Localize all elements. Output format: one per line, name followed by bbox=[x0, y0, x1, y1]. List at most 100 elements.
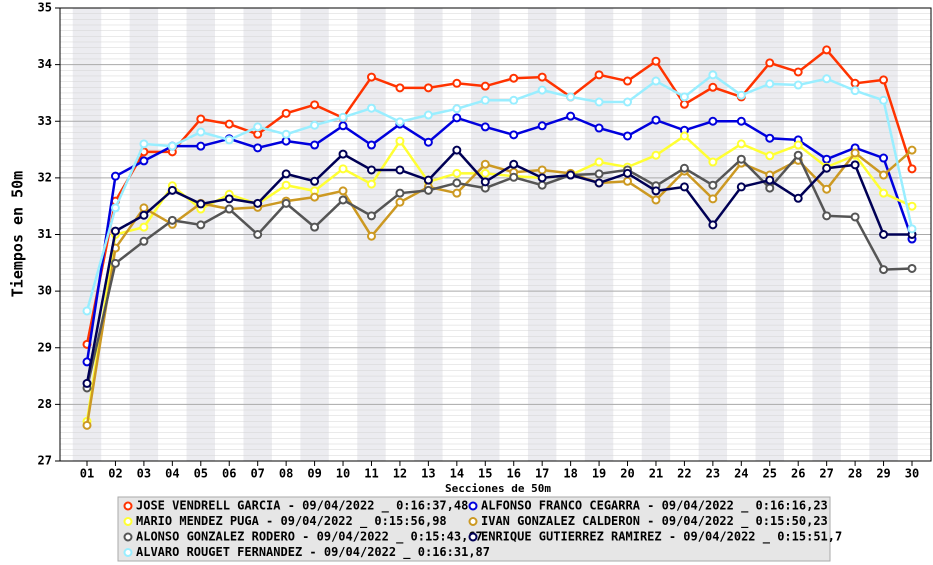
point bbox=[310, 100, 320, 110]
y-tick-label: 27 bbox=[38, 454, 52, 468]
point bbox=[253, 143, 263, 153]
point bbox=[281, 108, 291, 118]
x-tick-label: 29 bbox=[876, 467, 890, 481]
point bbox=[623, 168, 633, 178]
point bbox=[281, 169, 291, 179]
x-axis-label: Secciones de 50m bbox=[445, 482, 551, 495]
x-tick-label: 02 bbox=[108, 467, 122, 481]
point bbox=[736, 154, 746, 164]
point bbox=[366, 72, 376, 82]
point bbox=[907, 164, 917, 174]
point bbox=[253, 230, 263, 239]
point bbox=[679, 92, 689, 102]
point bbox=[879, 95, 889, 105]
point bbox=[253, 122, 263, 132]
series-line bbox=[85, 134, 913, 422]
x-tick-label: 12 bbox=[393, 467, 407, 481]
point bbox=[423, 110, 433, 120]
point bbox=[907, 201, 917, 211]
point bbox=[196, 114, 206, 124]
point bbox=[623, 131, 633, 141]
point bbox=[509, 95, 519, 105]
point bbox=[310, 222, 320, 232]
point bbox=[480, 159, 490, 169]
series-line bbox=[85, 48, 914, 345]
point bbox=[879, 265, 889, 275]
point bbox=[395, 83, 405, 93]
point bbox=[822, 45, 832, 55]
legend-marker bbox=[468, 517, 478, 526]
point bbox=[366, 179, 376, 189]
point bbox=[793, 193, 803, 203]
point bbox=[679, 163, 689, 173]
legend-marker bbox=[468, 532, 478, 542]
y-tick-label: 35 bbox=[38, 1, 52, 15]
x-tick-label: 15 bbox=[478, 467, 492, 481]
x-tick-label: 11 bbox=[364, 467, 378, 481]
point bbox=[765, 79, 775, 89]
point bbox=[310, 192, 320, 202]
point bbox=[879, 188, 889, 198]
point bbox=[395, 165, 405, 175]
point bbox=[338, 186, 348, 196]
point bbox=[879, 75, 889, 85]
legend-marker bbox=[123, 548, 133, 557]
y-tick-label: 30 bbox=[38, 284, 52, 298]
point bbox=[395, 136, 405, 146]
point bbox=[623, 97, 633, 107]
point bbox=[196, 127, 206, 137]
x-tick-label: 03 bbox=[137, 467, 151, 481]
point bbox=[452, 104, 462, 114]
legend-label: ENRIQUE GUTIERREZ RAMIREZ - 09/04/2022 _… bbox=[481, 530, 842, 545]
point bbox=[480, 95, 490, 105]
x-tick-label: 25 bbox=[763, 467, 777, 481]
point bbox=[167, 141, 177, 151]
y-tick-label: 29 bbox=[38, 340, 52, 354]
point bbox=[879, 230, 889, 239]
point bbox=[366, 103, 376, 113]
point bbox=[651, 195, 661, 205]
point bbox=[708, 82, 718, 92]
point bbox=[423, 185, 433, 195]
legend-label: MARIO MENDEZ PUGA - 09/04/2022 _ 0:15:56… bbox=[136, 514, 447, 529]
point bbox=[82, 306, 92, 316]
point bbox=[566, 111, 576, 121]
point bbox=[139, 210, 149, 220]
point bbox=[253, 129, 263, 139]
point bbox=[537, 173, 547, 183]
point bbox=[793, 150, 803, 160]
point bbox=[82, 420, 92, 430]
x-tick-label: 10 bbox=[336, 467, 350, 481]
point bbox=[708, 116, 718, 126]
series-line bbox=[85, 73, 914, 312]
point bbox=[793, 67, 803, 77]
point bbox=[679, 182, 689, 192]
x-tick-label: 30 bbox=[905, 467, 919, 481]
point bbox=[366, 231, 376, 241]
point bbox=[708, 220, 718, 230]
legend-label: ALVARO ROUGET FERNANDEZ - 09/04/2022 _ 0… bbox=[136, 545, 490, 560]
point bbox=[110, 203, 120, 213]
point bbox=[850, 78, 860, 88]
point bbox=[423, 175, 433, 185]
point bbox=[736, 182, 746, 192]
y-tick-label: 28 bbox=[38, 397, 52, 411]
point bbox=[879, 153, 889, 163]
x-tick-label: 05 bbox=[194, 467, 208, 481]
point bbox=[708, 70, 718, 80]
series-line bbox=[85, 148, 912, 384]
point bbox=[452, 113, 462, 123]
point bbox=[82, 378, 92, 388]
point bbox=[736, 116, 746, 126]
x-tick-label: 04 bbox=[165, 467, 179, 481]
point bbox=[139, 203, 149, 213]
point bbox=[110, 171, 120, 181]
point bbox=[907, 263, 917, 273]
series-line bbox=[85, 149, 913, 426]
point bbox=[765, 58, 775, 68]
point bbox=[423, 137, 433, 147]
point bbox=[594, 169, 604, 179]
legend-label: JOSE VENDRELL GARCIA - 09/04/2022 _ 0:16… bbox=[136, 499, 468, 514]
legend-marker bbox=[123, 517, 133, 526]
x-tick-label: 20 bbox=[620, 467, 634, 481]
